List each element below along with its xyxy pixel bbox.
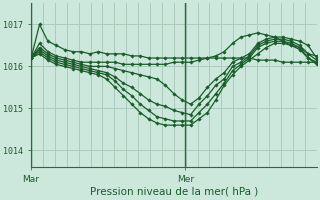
X-axis label: Pression niveau de la mer( hPa ): Pression niveau de la mer( hPa ) xyxy=(90,187,258,197)
